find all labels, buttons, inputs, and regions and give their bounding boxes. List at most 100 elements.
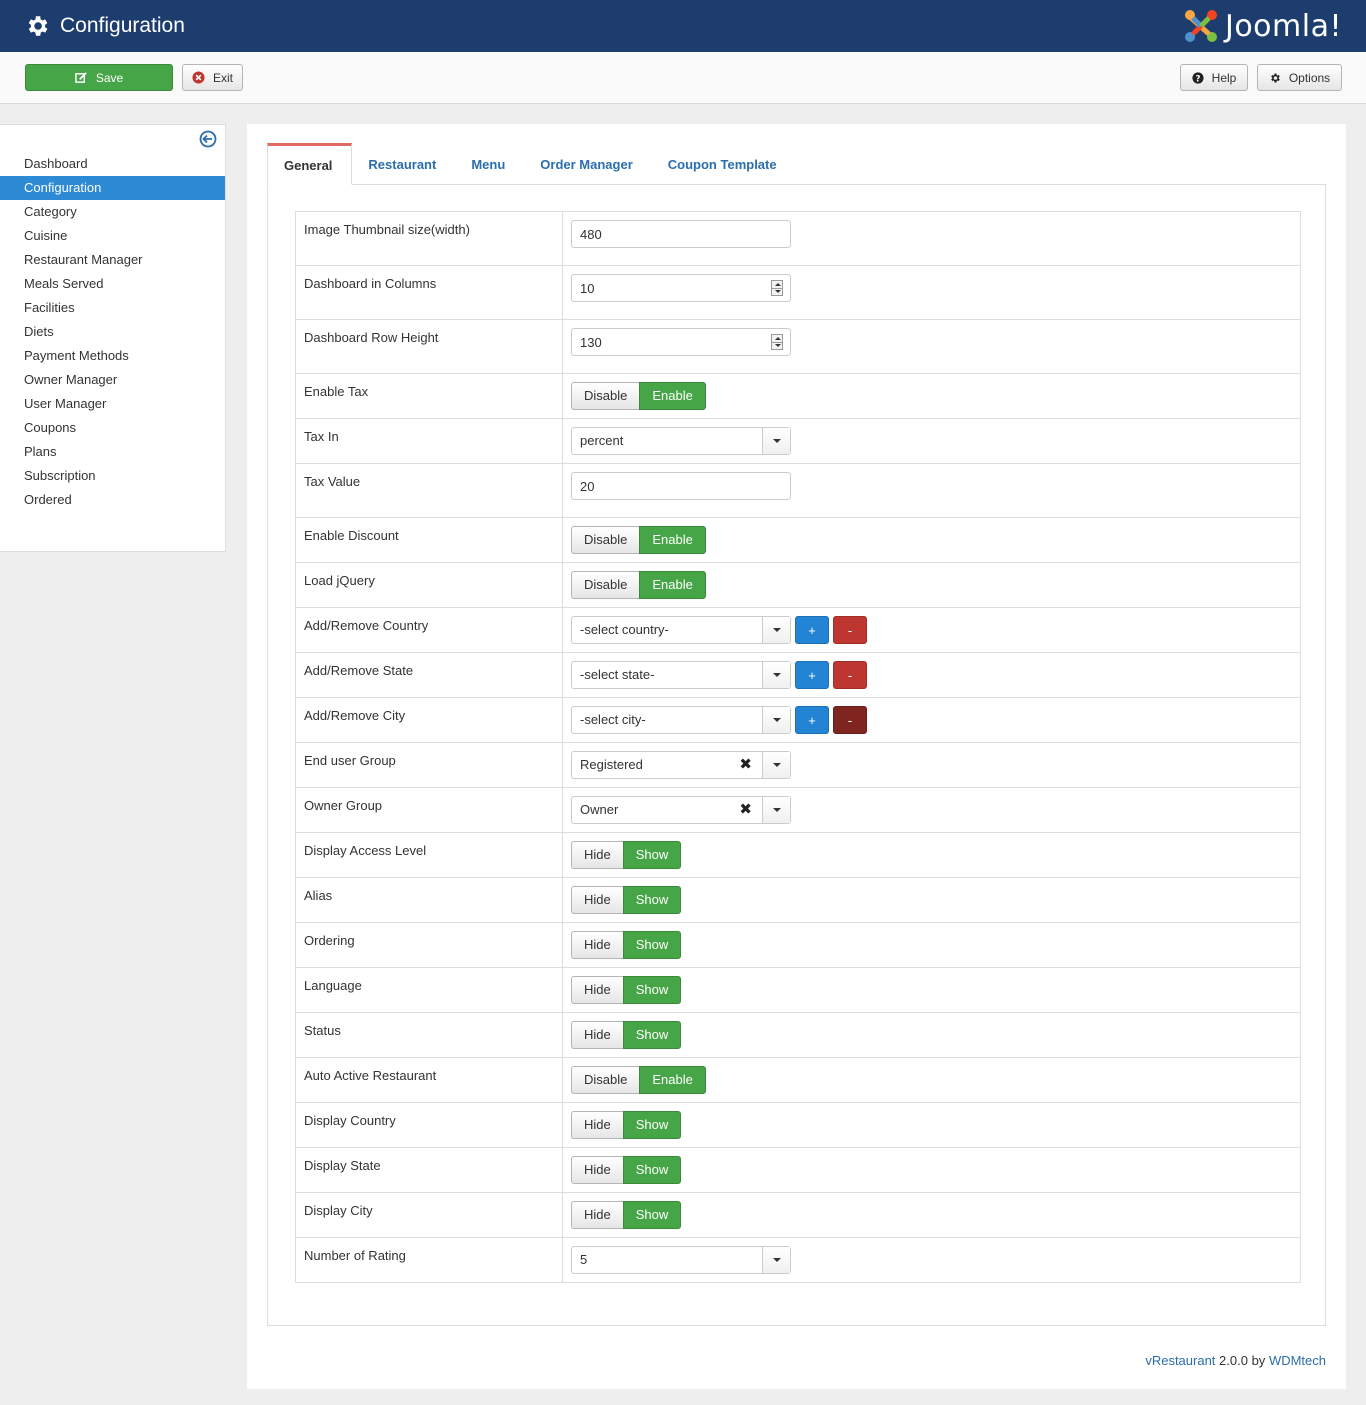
remove-city-button[interactable]: - bbox=[833, 706, 867, 734]
sidebar-item-owner-manager[interactable]: Owner Manager bbox=[24, 372, 118, 387]
show-button[interactable]: Show bbox=[622, 841, 682, 869]
show-button[interactable]: Show bbox=[622, 1021, 682, 1049]
remove-state-button[interactable]: - bbox=[833, 661, 867, 689]
sidebar-item-coupons[interactable]: Coupons bbox=[24, 420, 77, 435]
setting-label: Enable Tax bbox=[295, 373, 563, 419]
enable-button[interactable]: Enable bbox=[639, 382, 706, 410]
hide-button[interactable]: Hide bbox=[571, 1201, 623, 1229]
product-link[interactable]: vRestaurant bbox=[1145, 1353, 1216, 1368]
clear-icon[interactable]: ✖ bbox=[739, 756, 752, 773]
show-button[interactable]: Show bbox=[622, 976, 682, 1004]
hide-button[interactable]: Hide bbox=[571, 1156, 623, 1184]
sidebar-item-category[interactable]: Category bbox=[24, 204, 77, 219]
sidebar-item-ordered[interactable]: Ordered bbox=[24, 492, 72, 507]
chevron-down-icon[interactable] bbox=[762, 707, 790, 733]
tab-general[interactable]: General bbox=[267, 143, 353, 185]
show-button[interactable]: Show bbox=[622, 886, 682, 914]
disable-button[interactable]: Disable bbox=[571, 571, 640, 599]
table-row: Alias Hide Show bbox=[295, 877, 1301, 923]
rating-select[interactable]: 5 bbox=[571, 1246, 791, 1274]
save-button[interactable]: Save bbox=[25, 64, 173, 91]
sidebar-item-plans[interactable]: Plans bbox=[24, 444, 57, 459]
sidebar-item-diets[interactable]: Diets bbox=[24, 324, 54, 339]
setting-label: Tax In bbox=[295, 418, 563, 464]
owner-group-select[interactable]: Owner ✖ bbox=[571, 796, 791, 824]
tab-coupon-template[interactable]: Coupon Template bbox=[667, 157, 777, 172]
sidebar-item-restaurant-manager[interactable]: Restaurant Manager bbox=[24, 252, 143, 267]
close-circle-icon bbox=[192, 71, 205, 84]
footer-credit: vRestaurant 2.0.0 by WDMtech bbox=[1145, 1353, 1326, 1368]
state-select[interactable]: -select state- bbox=[571, 661, 791, 689]
tax-value-input[interactable] bbox=[571, 472, 791, 500]
add-country-button[interactable]: + bbox=[795, 616, 829, 644]
thumbnail-width-input[interactable] bbox=[571, 220, 791, 248]
enable-button[interactable]: Enable bbox=[639, 1066, 706, 1094]
chevron-down-icon[interactable] bbox=[762, 797, 790, 823]
sidebar-item-subscription[interactable]: Subscription bbox=[24, 468, 96, 483]
chevron-down-icon[interactable] bbox=[762, 1247, 790, 1273]
remove-country-button[interactable]: - bbox=[833, 616, 867, 644]
vendor-link[interactable]: WDMtech bbox=[1268, 1353, 1326, 1368]
dashboard-columns-stepper[interactable] bbox=[571, 274, 791, 302]
setting-label: Ordering bbox=[295, 922, 563, 968]
add-city-button[interactable]: + bbox=[795, 706, 829, 734]
table-row: Owner Group Owner ✖ bbox=[295, 787, 1301, 833]
display-country-toggle: Hide Show bbox=[571, 1111, 682, 1139]
spinner-icon[interactable] bbox=[771, 280, 783, 296]
exit-button[interactable]: Exit bbox=[182, 64, 243, 91]
show-button[interactable]: Show bbox=[622, 1111, 682, 1139]
sidebar-item-dashboard[interactable]: Dashboard bbox=[24, 156, 88, 171]
show-button[interactable]: Show bbox=[622, 1156, 682, 1184]
hide-button[interactable]: Hide bbox=[571, 841, 623, 869]
collapse-sidebar-icon[interactable] bbox=[199, 130, 217, 148]
city-select[interactable]: -select city- bbox=[571, 706, 791, 734]
chevron-down-icon[interactable] bbox=[762, 617, 790, 643]
hide-button[interactable]: Hide bbox=[571, 931, 623, 959]
table-row: Tax In percent bbox=[295, 418, 1301, 464]
enable-button[interactable]: Enable bbox=[639, 526, 706, 554]
add-state-button[interactable]: + bbox=[795, 661, 829, 689]
tax-in-select[interactable]: percent bbox=[571, 427, 791, 455]
sidebar-item-cuisine[interactable]: Cuisine bbox=[24, 228, 68, 243]
setting-label: Add/Remove Country bbox=[295, 607, 563, 653]
display-state-toggle: Hide Show bbox=[571, 1156, 682, 1184]
table-row: Display Access Level Hide Show bbox=[295, 832, 1301, 878]
sidebar-item-payment-methods[interactable]: Payment Methods bbox=[24, 348, 129, 363]
table-row: Number of Rating 5 bbox=[295, 1237, 1301, 1283]
tab-order-manager[interactable]: Order Manager bbox=[540, 157, 633, 172]
disable-button[interactable]: Disable bbox=[571, 382, 640, 410]
dashboard-row-height-stepper[interactable] bbox=[571, 328, 791, 356]
clear-icon[interactable]: ✖ bbox=[739, 801, 752, 818]
dashboard-row-height-input[interactable] bbox=[571, 328, 791, 356]
tab-menu[interactable]: Menu bbox=[471, 157, 506, 172]
chevron-down-icon[interactable] bbox=[762, 752, 790, 778]
dashboard-columns-input[interactable] bbox=[571, 274, 791, 302]
sidebar-item-configuration[interactable]: Configuration bbox=[0, 176, 225, 200]
chevron-down-icon[interactable] bbox=[762, 662, 790, 688]
setting-label: Dashboard Row Height bbox=[295, 319, 563, 374]
chevron-down-icon[interactable] bbox=[762, 428, 790, 454]
page-title: Configuration bbox=[60, 14, 185, 37]
table-row: Load jQuery Disable Enable bbox=[295, 562, 1301, 608]
hide-button[interactable]: Hide bbox=[571, 1111, 623, 1139]
enable-button[interactable]: Enable bbox=[639, 571, 706, 599]
tab-restaurant[interactable]: Restaurant bbox=[368, 157, 437, 172]
status-toggle: Hide Show bbox=[571, 1021, 682, 1049]
show-button[interactable]: Show bbox=[622, 1201, 682, 1229]
country-select[interactable]: -select country- bbox=[571, 616, 791, 644]
hide-button[interactable]: Hide bbox=[571, 1021, 623, 1049]
sidebar-item-user-manager[interactable]: User Manager bbox=[24, 396, 107, 411]
sidebar-item-facilities[interactable]: Facilities bbox=[24, 300, 75, 315]
disable-button[interactable]: Disable bbox=[571, 1066, 640, 1094]
table-row: Display City Hide Show bbox=[295, 1192, 1301, 1238]
hide-button[interactable]: Hide bbox=[571, 886, 623, 914]
hide-button[interactable]: Hide bbox=[571, 976, 623, 1004]
sidebar-item-meals-served[interactable]: Meals Served bbox=[24, 276, 104, 291]
spinner-icon[interactable] bbox=[771, 334, 783, 350]
setting-label: Display State bbox=[295, 1147, 563, 1193]
help-button[interactable]: ? Help bbox=[1180, 64, 1248, 91]
show-button[interactable]: Show bbox=[622, 931, 682, 959]
options-button[interactable]: Options bbox=[1257, 64, 1342, 91]
end-user-group-select[interactable]: Registered ✖ bbox=[571, 751, 791, 779]
disable-button[interactable]: Disable bbox=[571, 526, 640, 554]
